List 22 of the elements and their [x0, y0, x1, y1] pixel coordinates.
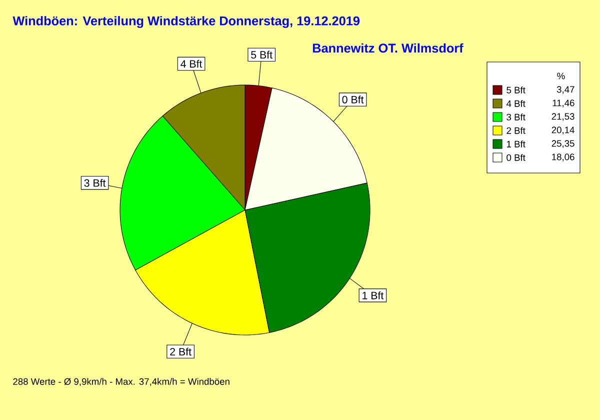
- slice-label: 5 Bft: [251, 50, 272, 59]
- legend-label: 0 Bft: [506, 154, 526, 161]
- data-label: 3,47: [556, 86, 574, 94]
- legend-label: 2 Bft: [506, 127, 526, 134]
- chart-subtitle: Bannewitz OT. Wilmsdorf: [312, 43, 464, 53]
- slice-label: 4 Bft: [180, 60, 202, 68]
- slice-label: 1 Bft: [362, 291, 384, 300]
- legend-title: %: [557, 72, 565, 80]
- legend-label: 1 Bft: [506, 140, 526, 148]
- data-label: 18,06: [552, 154, 574, 162]
- chart-title: Windböen: Verteilung Windstärke Donnerstag, 19.12.2019: [12, 16, 360, 28]
- data-label: 25,35: [552, 140, 574, 148]
- legend-label: 5 Bft: [506, 86, 526, 94]
- data-label: 20,14: [552, 126, 574, 134]
- data-label: 11,46: [552, 100, 574, 108]
- slice-label: 3 Bft: [84, 178, 106, 187]
- data-label: 21,53: [552, 113, 574, 121]
- slice-label: 2 Bft: [170, 348, 192, 356]
- text: 288 Werte - Ø 9,9km/h - Max. 37,4km/h = Windböen: [13, 378, 230, 386]
- legend-label: 3 Bft: [506, 114, 526, 120]
- legend-label: 4 Bft: [506, 100, 526, 107]
- slice-label: 0 Bft: [342, 96, 364, 104]
